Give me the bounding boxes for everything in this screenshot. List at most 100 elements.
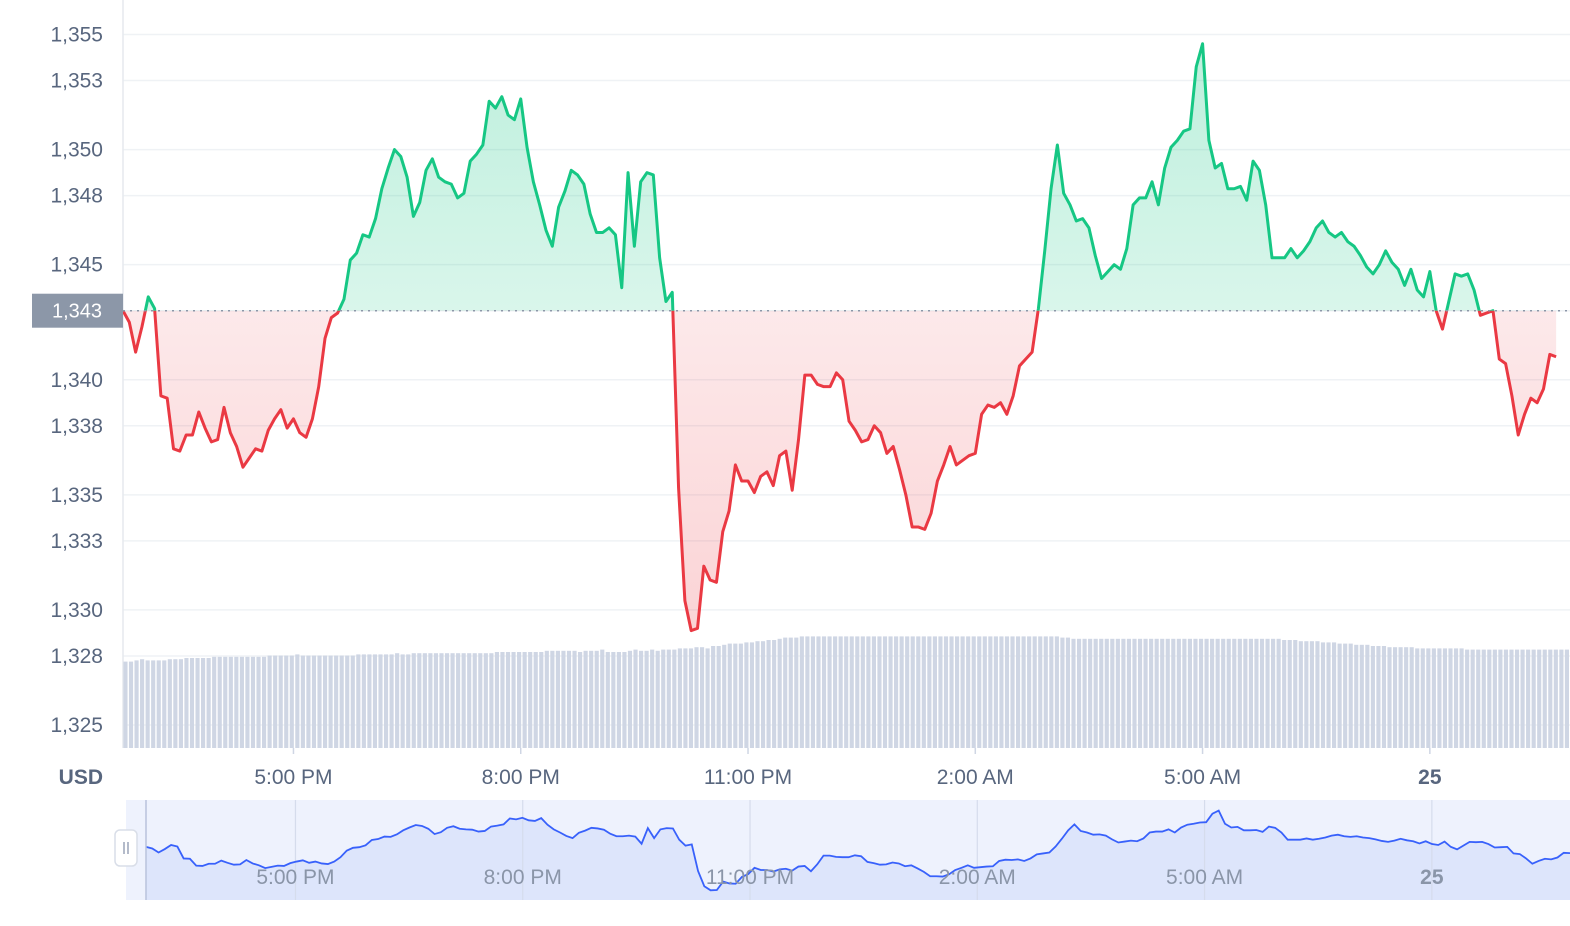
volume-bar [411, 653, 416, 748]
volume-bar [134, 660, 139, 748]
volume-bar [1398, 647, 1403, 748]
price-badge-value: 1,343 [52, 301, 102, 323]
volume-bar [489, 653, 494, 748]
volume-bar [444, 653, 450, 748]
volume-bar [794, 637, 799, 748]
volume-bar [1537, 649, 1542, 748]
volume-bar [467, 653, 472, 748]
volume-bar [361, 654, 366, 748]
volume-bar [977, 636, 982, 748]
volume-bar [1154, 638, 1159, 748]
y-axis: 1,325 1,328 1,330 1,333 1,335 1,338 1,340 1,343… [50, 24, 103, 737]
volume-bar [1376, 646, 1381, 748]
volume-bar [1387, 647, 1392, 748]
volume-bar [1254, 638, 1259, 748]
volume-bar [1132, 638, 1137, 748]
navigator-handle[interactable] [114, 829, 138, 867]
volume-bar [1459, 648, 1464, 748]
volume-bar [1121, 638, 1126, 748]
volume-bar [345, 655, 350, 748]
volume-bar [910, 636, 915, 748]
volume-bar [1470, 649, 1475, 748]
volume-bar [788, 637, 793, 748]
volume-bar [500, 652, 505, 748]
volume-bar [212, 656, 217, 748]
volume-bar [428, 653, 433, 748]
volume-bar [1509, 649, 1514, 748]
volume-bar [1526, 649, 1531, 748]
volume-bar [1487, 649, 1492, 748]
navigator-tick-label: 5:00 AM [1166, 866, 1243, 889]
navigator-tick-label: 2:00 AM [939, 866, 1016, 889]
volume-bar [306, 655, 311, 748]
current-price-badge: 1,343 [32, 293, 123, 328]
volume-bar [1110, 638, 1115, 748]
volume-bar [1453, 648, 1459, 748]
volume-bar [755, 641, 760, 748]
volume-bar [838, 636, 843, 748]
y-tick-label: 1,345 [50, 254, 103, 277]
volume-bar [145, 660, 150, 748]
volume-bar [1431, 648, 1436, 748]
volume-bar [993, 636, 998, 748]
y-tick-label: 1,350 [50, 139, 103, 162]
volume-bar [849, 636, 854, 748]
volume-bar [533, 652, 538, 748]
volume-bar [406, 654, 411, 748]
volume-bar [1237, 638, 1242, 748]
area-above-baseline [145, 43, 1480, 311]
volume-bar [383, 654, 389, 748]
volume-bar [855, 636, 860, 748]
volume-bar [539, 652, 544, 748]
volume-bar [1520, 649, 1525, 748]
volume-bar [661, 649, 666, 748]
volume-bar [738, 643, 743, 748]
volume-bar [971, 636, 976, 748]
volume-bar [938, 636, 943, 748]
volume-bar [1032, 636, 1037, 748]
volume-bar [805, 636, 810, 748]
volume-bar [650, 649, 655, 748]
volume-bar [705, 648, 710, 748]
volume-bar [178, 659, 183, 748]
volume-bar [156, 660, 161, 748]
volume-bar [295, 654, 300, 748]
volume-bar [167, 659, 172, 748]
volume-bar [566, 650, 572, 748]
volume-bar [339, 655, 344, 748]
volume-bar [217, 656, 222, 748]
volume-bar [1564, 649, 1569, 748]
volume-bar [1176, 638, 1181, 748]
volume-bar [450, 653, 455, 748]
volume-bar [844, 636, 849, 748]
volume-bar [1149, 638, 1154, 748]
volume-bar [472, 653, 477, 748]
volume-bar [378, 654, 383, 748]
volume-bar [1104, 638, 1109, 748]
volume-bar [1071, 638, 1076, 748]
volume-bar [1182, 638, 1187, 748]
volume-bar [1337, 643, 1342, 748]
volume-bars [123, 636, 1569, 748]
y-tick-label: 1,325 [50, 714, 103, 737]
volume-bar [949, 636, 954, 748]
volume-bar [284, 655, 289, 748]
volume-bar [877, 636, 882, 748]
range-navigator[interactable]: 5:00 PM 8:00 PM 11:00 PM 2:00 AM 5:00 AM 25 [114, 800, 1570, 900]
volume-bar [1049, 636, 1054, 748]
volume-bar [1326, 642, 1331, 748]
volume-bar [1015, 636, 1021, 748]
volume-bar [522, 652, 527, 748]
x-tick-label: 2:00 AM [937, 766, 1014, 789]
price-line-down [123, 310, 1557, 633]
volume-bar [1476, 649, 1481, 748]
y-tick-label: 1,355 [50, 24, 103, 47]
y-tick-label: 1,348 [50, 185, 103, 208]
volume-bar [638, 650, 644, 748]
volume-bar [517, 652, 522, 748]
volume-bar [273, 655, 278, 748]
volume-bar [322, 655, 328, 748]
volume-bar [916, 636, 921, 748]
volume-bar [1465, 649, 1470, 748]
